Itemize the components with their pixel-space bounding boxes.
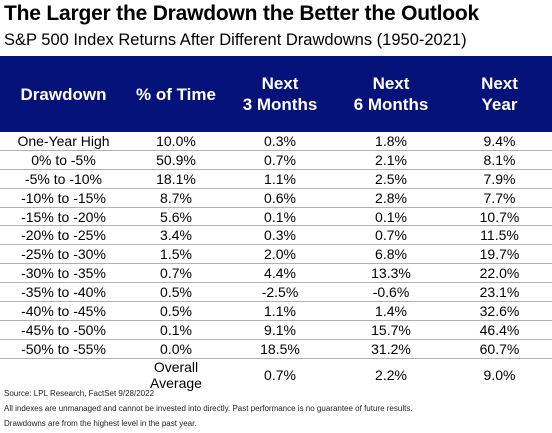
next-3-months-cell: 0.3% <box>225 225 335 246</box>
drawdown-cell: -5% to -10% <box>0 169 127 189</box>
next-year-cell: 9.4% <box>447 132 552 151</box>
table-row: -20% to -25% 3.4% 0.3% 0.7% 11.5% <box>0 225 552 246</box>
next-year-cell: 32.6% <box>447 301 552 321</box>
pct-time-cell: 0.5% <box>127 301 225 321</box>
returns-table: Drawdown % of Time Next 3 Months Next 6 … <box>0 56 552 391</box>
pct-time-cell: 10.0% <box>127 132 225 151</box>
header-pct-time: % of Time <box>127 56 225 132</box>
table-row: -25% to -30% 1.5% 2.0% 6.8% 19.7% <box>0 244 552 265</box>
drawdown-cell: -20% to -25% <box>0 225 127 246</box>
drawdown-cell: -15% to -20% <box>0 207 127 227</box>
table-row: -50% to -55% 0.0% 18.5% 31.2% 60.7% <box>0 339 552 359</box>
next-year-cell: 9.0% <box>483 366 516 383</box>
table-row: One-Year High 10.0% 0.3% 1.8% 9.4% <box>0 132 552 151</box>
pct-time-cell: 3.4% <box>127 225 225 246</box>
table-body: One-Year High 10.0% 0.3% 1.8% 9.4% 0% to -5% 5… <box>0 132 552 391</box>
drawdown-cell: 0% to -5% <box>0 150 127 170</box>
table-row: -35% to -40% 0.5% -2.5% -0.6% 23.1% <box>0 282 552 303</box>
header-next-year: Next Year <box>447 56 552 132</box>
next-year-cell: 60.7% <box>447 339 552 359</box>
header-next-year-line1: Next <box>481 74 518 93</box>
next-3-months-cell: 1.1% <box>225 169 335 189</box>
next-year-cell: 46.4% <box>447 320 552 340</box>
next-3-months-cell: 9.1% <box>225 320 335 340</box>
next-6-months-cell: 31.2% <box>335 339 447 359</box>
drawdown-cell: -30% to -35% <box>0 263 127 284</box>
pct-time-cell: 50.9% <box>127 150 225 170</box>
table-row: -5% to -10% 18.1% 1.1% 2.5% 7.9% <box>0 169 552 189</box>
table-row: -45% to -50% 0.1% 9.1% 15.7% 46.4% <box>0 320 552 340</box>
header-next-year-line2: Year <box>481 95 518 114</box>
table-header-row: Drawdown % of Time Next 3 Months Next 6 … <box>0 56 552 132</box>
next-6-months-cell: 0.1% <box>335 207 447 227</box>
next-3-months-cell: 4.4% <box>225 263 335 284</box>
next-6-months-cell: 0.7% <box>335 225 447 246</box>
header-next-6-months: Next 6 Months <box>335 56 447 132</box>
next-6-months-cell: 1.4% <box>335 301 447 321</box>
next-6-months-cell: 2.5% <box>335 169 447 189</box>
drawdown-cell: One-Year High <box>0 132 127 151</box>
drawdown-cell: -25% to -30% <box>0 244 127 265</box>
table-row: -40% to -45% 0.5% 1.1% 1.4% 32.6% <box>0 301 552 321</box>
table-row: 0% to -5% 50.9% 0.7% 2.1% 8.1% <box>0 150 552 170</box>
disclaimer-note: All indexes are unmanaged and cannot be … <box>4 404 413 413</box>
next-year-cell: 10.7% <box>447 207 552 227</box>
next-6-months-cell: 2.8% <box>335 188 447 208</box>
header-next-3-months: Next 3 Months <box>225 56 335 132</box>
pct-time-cell: 8.7% <box>127 188 225 208</box>
next-6-months-cell: 1.8% <box>335 132 447 151</box>
table-row: -10% to -15% 8.7% 0.6% 2.8% 7.7% <box>0 188 552 208</box>
table-row: -30% to -35% 0.7% 4.4% 13.3% 22.0% <box>0 263 552 284</box>
next-3-months-cell: 1.1% <box>225 301 335 321</box>
source-note: Source: LPL Research, FactSet 9/28/2022 <box>4 389 155 398</box>
header-next-6-months-line2: 6 Months <box>353 95 429 114</box>
drawdown-cell: -45% to -50% <box>0 320 127 340</box>
next-year-cell: 11.5% <box>447 225 552 246</box>
next-3-months-cell: 0.3% <box>225 132 335 151</box>
chart-title: The Larger the Drawdown the Better the O… <box>4 2 480 25</box>
pct-time-cell: 1.5% <box>127 244 225 265</box>
chart-subtitle: S&P 500 Index Returns After Different Dr… <box>4 31 467 49</box>
next-3-months-cell: 0.1% <box>225 207 335 227</box>
next-year-cell: 8.1% <box>447 150 552 170</box>
pct-time-cell: 0.0% <box>127 339 225 359</box>
next-3-months-cell: 18.5% <box>225 339 335 359</box>
next-year-cell: 23.1% <box>447 282 552 303</box>
next-year-cell: 19.7% <box>447 244 552 265</box>
header-next-3-months-line2: 3 Months <box>242 95 318 114</box>
header-drawdown: Drawdown <box>0 56 127 132</box>
next-6-months-cell: 6.8% <box>335 244 447 265</box>
header-next-3-months-line1: Next <box>261 74 299 93</box>
pct-time-cell: 5.6% <box>127 207 225 227</box>
drawdown-cell: -35% to -40% <box>0 282 127 303</box>
drawdown-cell: -50% to -55% <box>0 339 127 359</box>
pct-time-cell: 18.1% <box>127 169 225 189</box>
next-3-months-cell: 2.0% <box>225 244 335 265</box>
next-3-months-cell: 0.7% <box>225 150 335 170</box>
table-row: Overall Average 0.7% 2.2% 9.0% <box>0 358 552 391</box>
drawdown-definition-note: Drawdowns are from the highest level in … <box>4 419 197 428</box>
pct-time-cell: Overall Average <box>150 358 202 391</box>
next-6-months-cell: 2.1% <box>335 150 447 170</box>
pct-time-cell: 0.5% <box>127 282 225 303</box>
next-3-months-cell: -2.5% <box>225 282 335 303</box>
next-6-months-cell: -0.6% <box>335 282 447 303</box>
pct-time-cell: 0.7% <box>127 263 225 284</box>
next-3-months-cell: 0.6% <box>225 188 335 208</box>
next-year-cell: 7.7% <box>447 188 552 208</box>
table-row: -15% to -20% 5.6% 0.1% 0.1% 10.7% <box>0 207 552 227</box>
drawdown-cell: -40% to -45% <box>0 301 127 321</box>
next-year-cell: 22.0% <box>447 263 552 284</box>
next-6-months-cell: 2.2% <box>375 366 407 383</box>
drawdown-cell <box>0 358 127 391</box>
next-6-months-cell: 15.7% <box>335 320 447 340</box>
next-year-cell: 7.9% <box>447 169 552 189</box>
header-next-6-months-line1: Next <box>372 74 410 93</box>
drawdown-cell: -10% to -15% <box>0 188 127 208</box>
next-3-months-cell: 0.7% <box>264 366 296 383</box>
pct-time-cell: 0.1% <box>127 320 225 340</box>
next-6-months-cell: 13.3% <box>335 263 447 284</box>
